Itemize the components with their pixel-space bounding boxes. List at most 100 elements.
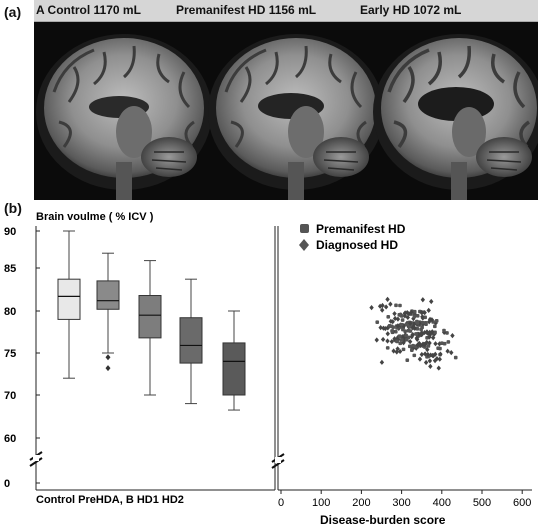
scatter-point-diagnosed	[420, 297, 426, 303]
x-axis-label-groups: Control PreHDA, B HD1 HD2	[36, 494, 184, 506]
scatter-point-premanifest	[401, 327, 405, 332]
mri-title-early-hd: Early HD 1072 mL	[360, 3, 462, 17]
legend-premanifest-marker	[300, 224, 309, 233]
scatter-point-diagnosed	[379, 307, 385, 313]
mri-premanifest-brain	[208, 34, 384, 200]
scatter-point-diagnosed	[427, 340, 432, 346]
y-tick-label: 75	[4, 348, 16, 360]
scatter-point-diagnosed	[421, 341, 427, 347]
scatter-point-diagnosed	[401, 340, 406, 346]
scatter-point-diagnosed	[427, 358, 433, 364]
legend-premanifest-label: Premanifest HD	[316, 222, 406, 236]
scatter-point-diagnosed	[389, 338, 395, 345]
scatter-point-diagnosed	[427, 334, 432, 340]
scatter-point-diagnosed	[410, 325, 415, 331]
legend-diagnosed-marker	[299, 239, 309, 251]
scatter-point-diagnosed	[374, 337, 379, 343]
y-tick-labels: 90 85 80 75 70 60 0	[4, 226, 40, 490]
scatter-point-diagnosed	[449, 350, 454, 356]
scatter-point-diagnosed	[381, 325, 386, 331]
box-outlier	[105, 354, 111, 361]
scatter-point-diagnosed	[407, 339, 413, 345]
x-tick-label: 600	[513, 497, 531, 509]
scatter-point-premanifest	[386, 314, 391, 319]
scatter-point-diagnosed	[434, 356, 440, 362]
scatter-point-diagnosed	[388, 301, 393, 307]
scatter-point-diagnosed	[403, 310, 408, 316]
scatter-point-diagnosed	[433, 320, 438, 326]
x-tick-label: 300	[392, 497, 410, 509]
scatter-point-diagnosed	[424, 339, 429, 346]
scatter-point-premanifest	[394, 303, 398, 308]
scatter-point-diagnosed	[423, 359, 429, 366]
box-plot-2	[96, 252, 120, 372]
box-body	[96, 280, 120, 310]
x-axis-label-disease-burden: Disease-burden score	[320, 513, 446, 527]
scatter-point-diagnosed	[419, 351, 425, 358]
mri-image-strip: A Control 1170 mL Premanifest HD 1156 mL…	[34, 0, 538, 200]
scatter-point-diagnosed	[438, 351, 443, 357]
scatter-point-premanifest	[414, 332, 418, 336]
scatter-point-diagnosed	[392, 311, 397, 317]
scatter-point-diagnosed	[437, 341, 442, 347]
scatter-point-diagnosed	[405, 314, 411, 321]
mri-title-bar: A Control 1170 mL Premanifest HD 1156 mL…	[34, 0, 538, 22]
scatter-point-diagnosed	[450, 333, 455, 339]
scatter-point-premanifest	[411, 343, 415, 348]
scatter-point-diagnosed	[369, 305, 374, 311]
scatter-point-diagnosed	[424, 329, 430, 335]
y-tick-label: 70	[4, 390, 16, 402]
scatter-point-premanifest	[415, 313, 420, 318]
y-axis-label: Brain voulme ( % ICV )	[36, 211, 154, 223]
box-body	[179, 317, 203, 364]
box-plot-5	[222, 310, 246, 411]
x-tick-label: 0	[278, 497, 284, 509]
scatter-point-diagnosed	[445, 348, 450, 354]
y-tick-label: 60	[4, 433, 16, 445]
scatter-point-diagnosed	[379, 359, 385, 365]
scatter-point-premanifest	[398, 303, 402, 308]
scatter-point-diagnosed	[383, 304, 389, 310]
mri-early-hd-brain	[373, 34, 538, 200]
scatter-point-diagnosed	[420, 314, 425, 320]
scatter-point-diagnosed	[395, 316, 401, 322]
box-plot-4	[179, 278, 203, 405]
scatter-point-diagnosed	[388, 318, 394, 324]
scatter-point-diagnosed	[433, 341, 438, 347]
scatter-point-premanifest	[399, 322, 404, 327]
scatter-point-diagnosed	[429, 298, 434, 305]
box-body	[138, 295, 162, 339]
scatter-point-diagnosed	[430, 329, 435, 335]
scatter-point-premanifest	[412, 353, 417, 358]
legend-diagnosed-label: Diagnosed HD	[316, 238, 398, 252]
scatter-point-diagnosed	[385, 324, 391, 330]
scatter-point-diagnosed	[380, 302, 385, 309]
scatter-point-premanifest	[406, 328, 411, 333]
scatter-point-premanifest	[446, 340, 451, 344]
scatter-point-premanifest	[404, 322, 409, 327]
y-tick-label: 85	[4, 263, 16, 275]
scatter-point-premanifest	[415, 319, 419, 324]
scatter-point-premanifest	[390, 329, 394, 333]
mri-brain-images	[34, 0, 538, 200]
scatter-legend: Premanifest HD Diagnosed HD	[299, 222, 406, 252]
scatter-point-diagnosed	[425, 351, 431, 358]
box-body	[57, 278, 81, 320]
scatter-point-premanifest	[400, 318, 405, 322]
box-plot-3	[138, 260, 162, 396]
scatter-point-premanifest	[385, 346, 390, 350]
scatter-point-premanifest	[423, 321, 428, 325]
scatter-point-diagnosed	[430, 335, 436, 341]
box-body	[222, 342, 246, 396]
scatter-point-diagnosed	[436, 365, 441, 371]
scatter-point-diagnosed	[409, 309, 414, 315]
scatter-point-diagnosed	[380, 336, 386, 343]
scatter-point-diagnosed	[417, 340, 422, 346]
scatter-point-diagnosed	[397, 348, 403, 355]
mri-control-brain	[36, 34, 212, 200]
scatter-point-premanifest	[407, 344, 412, 349]
scatter-point-diagnosed	[378, 325, 383, 331]
x-tick-label: 400	[433, 497, 451, 509]
scatter-point-diagnosed	[417, 356, 423, 362]
